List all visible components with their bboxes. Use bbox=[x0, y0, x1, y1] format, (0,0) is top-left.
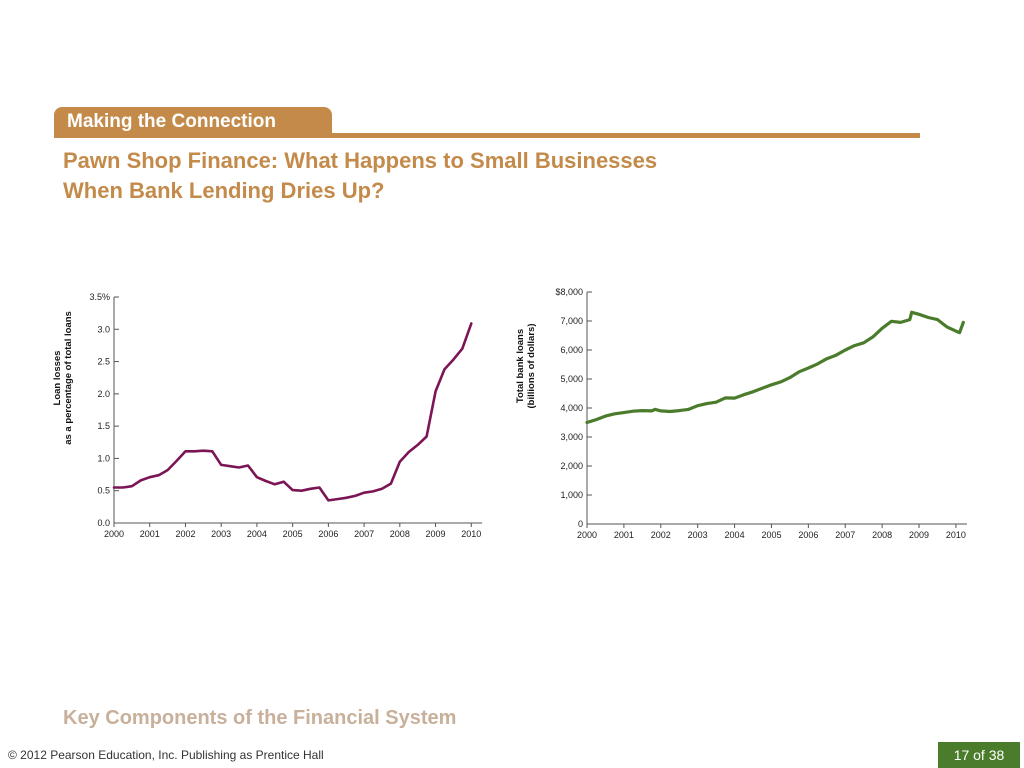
x-tick-label: 2008 bbox=[872, 530, 892, 540]
banner-divider bbox=[54, 133, 920, 138]
y-tick-label: 3,000 bbox=[560, 432, 583, 442]
x-tick-label: 2003 bbox=[211, 529, 231, 539]
y-tick-label: $8,000 bbox=[555, 287, 583, 297]
x-tick-label: 2005 bbox=[761, 530, 781, 540]
slide-title-line-1: Pawn Shop Finance: What Happens to Small… bbox=[63, 148, 658, 173]
y-axis-label-line-2: (billions of dollars) bbox=[526, 324, 537, 409]
y-tick-label: 6,000 bbox=[560, 345, 583, 355]
x-tick-label: 2002 bbox=[651, 530, 671, 540]
slide-title-line-2: When Bank Lending Dries Up? bbox=[63, 178, 385, 203]
x-tick-label: 2000 bbox=[577, 530, 597, 540]
series-line-0 bbox=[585, 310, 965, 425]
x-tick-label: 2007 bbox=[354, 529, 374, 539]
slide-title: Pawn Shop Finance: What Happens to Small… bbox=[63, 146, 657, 206]
y-tick-label: 2.5 bbox=[97, 357, 110, 367]
x-tick-label: 2009 bbox=[909, 530, 929, 540]
x-tick-label: 2001 bbox=[140, 529, 160, 539]
y-tick-label: 2,000 bbox=[560, 461, 583, 471]
total-bank-loans-chart: 0 1,000 2,000 3,000 4,000 5,000 6,000 7,000 $8,0… bbox=[515, 287, 967, 540]
x-tick-label: 2009 bbox=[426, 529, 446, 539]
footer-section-title: Key Components of the Financial System bbox=[63, 707, 457, 729]
x-tick-label: 2000 bbox=[104, 529, 124, 539]
x-tick-label: 2001 bbox=[614, 530, 634, 540]
y-tick-label: 7,000 bbox=[560, 316, 583, 326]
y-tick-label: 2.0 bbox=[97, 389, 110, 399]
y-tick-label: 1,000 bbox=[560, 490, 583, 500]
x-tick-label: 2004 bbox=[247, 529, 267, 539]
series-line-0 bbox=[112, 322, 473, 502]
y-axis-label-line-2: as a percentage of total loans bbox=[63, 311, 74, 445]
loan-losses-chart: 0.0 0.5 1.0 1.5 2.0 2.5 3.0 3.5% 2000 2001 2002 200… bbox=[52, 292, 482, 539]
copyright-notice: © 2012 Pearson Education, Inc. Publishin… bbox=[8, 748, 324, 762]
x-tick-label: 2008 bbox=[390, 529, 410, 539]
x-tick-label: 2006 bbox=[318, 529, 338, 539]
section-banner-tab: Making the Connection bbox=[54, 107, 332, 137]
y-axis-label-line-1: Loan losses bbox=[52, 351, 63, 406]
y-tick-label: 0.0 bbox=[97, 518, 110, 528]
y-tick-label: 1.5 bbox=[97, 421, 110, 431]
y-tick-label: 4,000 bbox=[560, 403, 583, 413]
x-tick-label: 2004 bbox=[725, 530, 745, 540]
x-tick-label: 2010 bbox=[946, 530, 966, 540]
x-tick-label: 2007 bbox=[835, 530, 855, 540]
y-tick-label: 0 bbox=[578, 519, 583, 529]
x-tick-label: 2005 bbox=[283, 529, 303, 539]
y-tick-label: 1.0 bbox=[97, 453, 110, 463]
y-tick-label: 3.5% bbox=[89, 292, 110, 302]
y-axis-label-line-1: Total bank loans bbox=[515, 329, 526, 403]
y-tick-label: 0.5 bbox=[97, 486, 110, 496]
x-tick-label: 2006 bbox=[798, 530, 818, 540]
y-tick-label: 3.0 bbox=[97, 324, 110, 334]
x-tick-label: 2010 bbox=[461, 529, 481, 539]
y-tick-label: 5,000 bbox=[560, 374, 583, 384]
x-tick-label: 2003 bbox=[688, 530, 708, 540]
x-tick-label: 2002 bbox=[175, 529, 195, 539]
page-number-badge: 17 of 38 bbox=[938, 742, 1020, 768]
